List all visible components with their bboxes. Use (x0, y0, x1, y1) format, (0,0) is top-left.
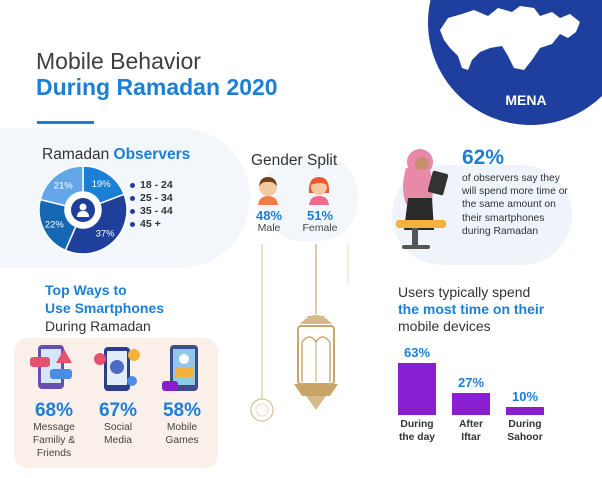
person-icon (71, 198, 95, 222)
pie-slice-label: 37% (96, 229, 116, 240)
region-label: MENA (505, 92, 547, 108)
bar-value-label: 10% (511, 389, 539, 404)
mobile-games-phone-icon (162, 345, 198, 391)
top-way-label: Social Media (85, 422, 151, 448)
top-way-label-line: Games (165, 434, 199, 446)
top-ways-title-line-3: During Ramadan (45, 318, 151, 334)
bar-value-label: 27% (457, 375, 485, 390)
spend-title-line-2: the most time on their (398, 301, 545, 317)
observers-title-bold: Observers (113, 146, 191, 163)
observers-stat-percent: 62% (462, 146, 505, 169)
pie-slice-label: 22% (45, 220, 65, 231)
observers-pie-chart: 19% 37% 22% 21% (38, 165, 128, 255)
observers-title-plain: Ramadan (42, 146, 110, 163)
male-percent: 48% (255, 208, 283, 223)
pie-slice-label: 21% (54, 180, 74, 191)
spend-title-line-3: mobile devices (398, 318, 491, 334)
bar-category-label: During the day (398, 419, 436, 443)
title-line-1: Mobile Behavior (36, 48, 201, 74)
lantern-decoration-icon (250, 244, 349, 422)
top-way-label-line: Friends (36, 447, 72, 459)
observers-stat-line: during Ramadan (462, 225, 539, 237)
legend-label: 18 - 24 (140, 179, 173, 191)
observers-stat-line: the same amount on (462, 199, 556, 211)
legend-label: 35 - 44 (140, 205, 173, 217)
pie-slice (39, 165, 84, 207)
pie-slice-label: 19% (92, 179, 112, 190)
legend-item: 25 - 34 (130, 192, 173, 205)
bar-category-label: After Iftar (458, 419, 484, 443)
legend-item: 45 + (130, 218, 173, 231)
top-way-percent: 68% (34, 400, 74, 421)
top-way-label-line: Media (103, 434, 133, 446)
top-way-percent: 67% (98, 400, 138, 421)
mena-map-icon (440, 6, 580, 70)
bar-value-label: 63% (403, 345, 431, 360)
female-avatar-icon (308, 177, 330, 205)
bar-category-label: During Sahoor (507, 419, 543, 443)
legend-label: 45 + (140, 218, 161, 230)
bar (452, 393, 490, 415)
top-way-label-line: Familiy & (32, 434, 76, 446)
bar (506, 407, 544, 415)
gender-title: Gender Split (251, 152, 338, 169)
observers-stat-text: of observers say they will spend more ti… (462, 172, 592, 238)
spend-title-line-1: Users typically spend (398, 284, 531, 300)
top-way-label: Message Familiy & Friends (21, 422, 87, 460)
legend-dot (130, 196, 135, 201)
messaging-phone-icon (30, 345, 72, 389)
title-underline (37, 121, 94, 124)
bar (398, 363, 436, 415)
top-ways-title-line-2: Use Smartphones (45, 300, 165, 316)
legend-item: 35 - 44 (130, 205, 173, 218)
legend-dot (130, 183, 135, 188)
female-percent: 51% (306, 208, 334, 223)
gender-background (262, 155, 358, 241)
title-line-2: During Ramadan 2020 (36, 74, 278, 100)
top-ways-title-line-1: Top Ways to (45, 282, 127, 298)
top-way-label: Mobile Games (149, 422, 215, 448)
top-way-label-line: Social (103, 422, 133, 433)
observers-stat-line: of observers say they (462, 173, 560, 184)
legend-item: 18 - 24 (130, 179, 173, 192)
top-way-percent: 58% (162, 400, 202, 421)
observers-stat-line: will spend more time or (462, 186, 568, 198)
legend-dot (130, 222, 135, 227)
male-label: Male (257, 222, 281, 234)
observers-title: Ramadan Observers (42, 146, 190, 164)
top-way-label-line: Message (33, 422, 75, 433)
legend-label: 25 - 34 (140, 192, 173, 204)
legend-dot (130, 209, 135, 214)
observers-stat-line: their smartphones (462, 212, 545, 224)
female-label: Female (302, 222, 338, 234)
social-media-phone-icon (94, 347, 140, 391)
woman-with-tablet-illustration (396, 149, 449, 249)
male-avatar-icon (258, 177, 278, 205)
top-way-label-line: Mobile (166, 422, 198, 433)
observers-legend: 18 - 24 25 - 34 35 - 44 45 + (130, 179, 173, 231)
